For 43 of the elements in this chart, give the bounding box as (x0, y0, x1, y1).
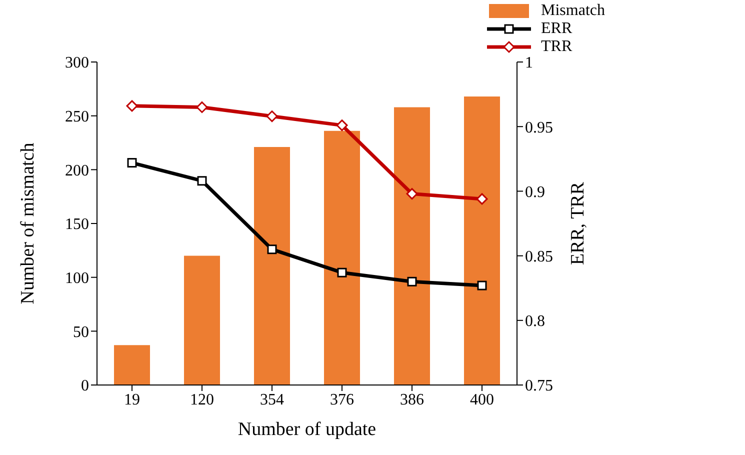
y2-tick-label: 0.85 (525, 248, 553, 266)
point (196, 101, 208, 113)
bar (464, 96, 500, 385)
y-tick-label: 150 (65, 216, 89, 234)
legend-label: TRR (541, 38, 572, 56)
y2-tick-label: 1 (525, 54, 533, 72)
y2-tick-label: 0.9 (525, 184, 545, 201)
y2-tick-label: 0.75 (525, 378, 553, 395)
point (267, 244, 277, 254)
y-tick-label: 50 (73, 324, 89, 341)
point (476, 193, 488, 205)
point (197, 176, 207, 186)
bar (394, 107, 430, 385)
x-tick-label: 19 (124, 391, 140, 408)
x-tick-label: 376 (330, 391, 354, 408)
y-tick-label: 250 (65, 108, 89, 126)
x-tick-label: 386 (400, 391, 424, 408)
x-tick-label: 120 (190, 391, 214, 408)
y-tick-label: 100 (65, 270, 89, 288)
y-tick-label: 0 (81, 378, 89, 395)
point (406, 188, 418, 200)
point (126, 100, 138, 112)
y2-tick-label: 0.95 (525, 119, 553, 136)
legend-label: ERR (541, 20, 572, 38)
point (407, 276, 417, 286)
point (336, 120, 348, 132)
point (127, 158, 137, 168)
legend-label: Mismatch (541, 2, 605, 20)
point (477, 280, 487, 290)
bar (114, 345, 150, 385)
bar (254, 147, 290, 385)
x-tick-label: 400 (470, 391, 494, 408)
point (266, 110, 278, 122)
x-tick-label: 354 (260, 391, 284, 408)
y-tick-label: 300 (65, 54, 89, 72)
y-tick-label: 200 (65, 162, 89, 180)
y-axis-title: Number of mismatch (18, 142, 39, 304)
y2-axis-title: ERR, TRR (568, 182, 589, 266)
bar (324, 130, 360, 385)
bar (184, 256, 220, 385)
point (337, 268, 347, 278)
y2-tick-label: 0.8 (525, 313, 545, 330)
x-axis-title: Number of update (238, 419, 376, 440)
